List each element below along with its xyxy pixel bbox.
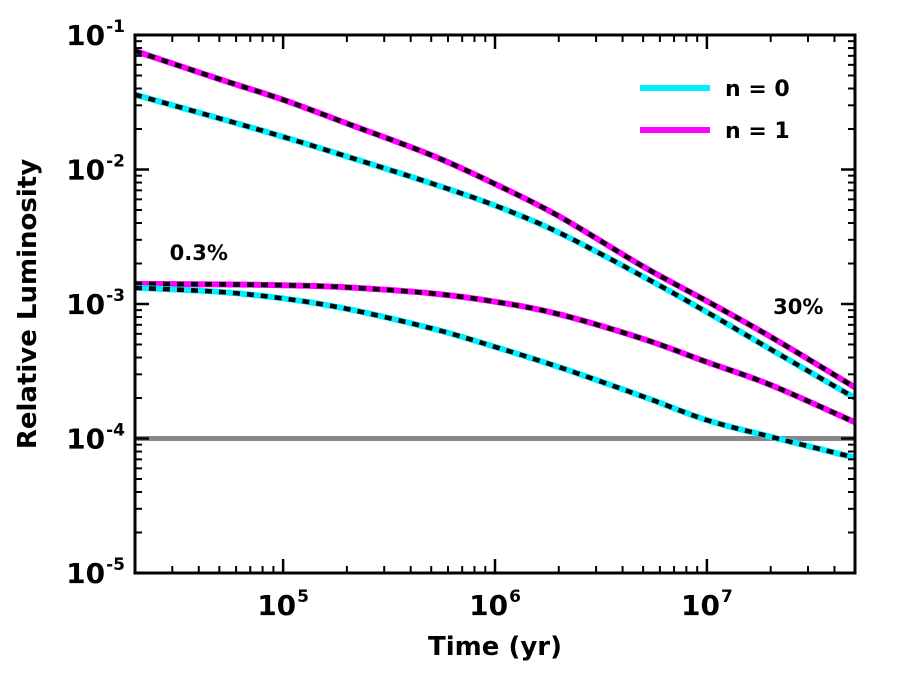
x-tick-label: 10 5 [257,587,309,622]
y-tick-label-exponent: -1 [106,17,125,37]
y-tick-label-base: 10 [66,288,105,321]
y-axis-title: Relative Luminosity [13,159,43,449]
x-axis-title: Time (yr) [428,632,562,662]
series-dash-n1-0p3pct [134,281,856,425]
y-tick-label: 10 -3 [66,286,125,321]
plot-frame [133,33,857,575]
series-dash-n1-30pct [134,48,857,390]
y-tick-label-base: 10 [66,19,105,52]
series-dash-n0-30pct [134,92,857,400]
y-tick-label-base: 10 [66,154,105,187]
series-layer [134,48,857,461]
x-tick-label: 10 6 [469,587,521,622]
y-tick-label-exponent: -4 [106,421,125,441]
annotation-layer: 0.3% 30% [170,241,824,319]
legend: n = 0 n = 1 [640,77,790,144]
series-dash-n0-0p3pct [134,285,856,460]
y-tick-label: 10 -1 [66,17,125,52]
label-layer: 10 5 10 6 10 710 -110 -210 -310 -410 -5 [66,17,733,622]
y-tick-label-exponent: -3 [106,286,125,306]
x-tick-label-exponent: 6 [509,587,521,607]
x-tick-label: 10 7 [681,587,733,622]
annotation-low-fraction: 0.3% [170,241,228,265]
y-tick-label-exponent: -5 [106,555,125,575]
x-tick-label-base: 10 [681,589,720,622]
y-tick-label-exponent: -2 [106,152,125,172]
y-tick-label: 10 -4 [66,421,125,456]
y-tick-label-base: 10 [66,557,105,590]
y-tick-label: 10 -5 [66,555,125,590]
legend-label-n1: n = 1 [725,119,790,144]
x-tick-label-base: 10 [257,589,296,622]
y-tick-label-base: 10 [66,423,105,456]
annotation-high-fraction: 30% [773,295,823,319]
series-line-n1-0p3pct [134,280,857,426]
x-tick-label-base: 10 [469,589,508,622]
legend-label-n0: n = 0 [725,77,790,102]
x-tick-label-exponent: 5 [297,587,309,607]
x-tick-label-exponent: 7 [721,587,733,607]
y-tick-label: 10 -2 [66,152,125,187]
